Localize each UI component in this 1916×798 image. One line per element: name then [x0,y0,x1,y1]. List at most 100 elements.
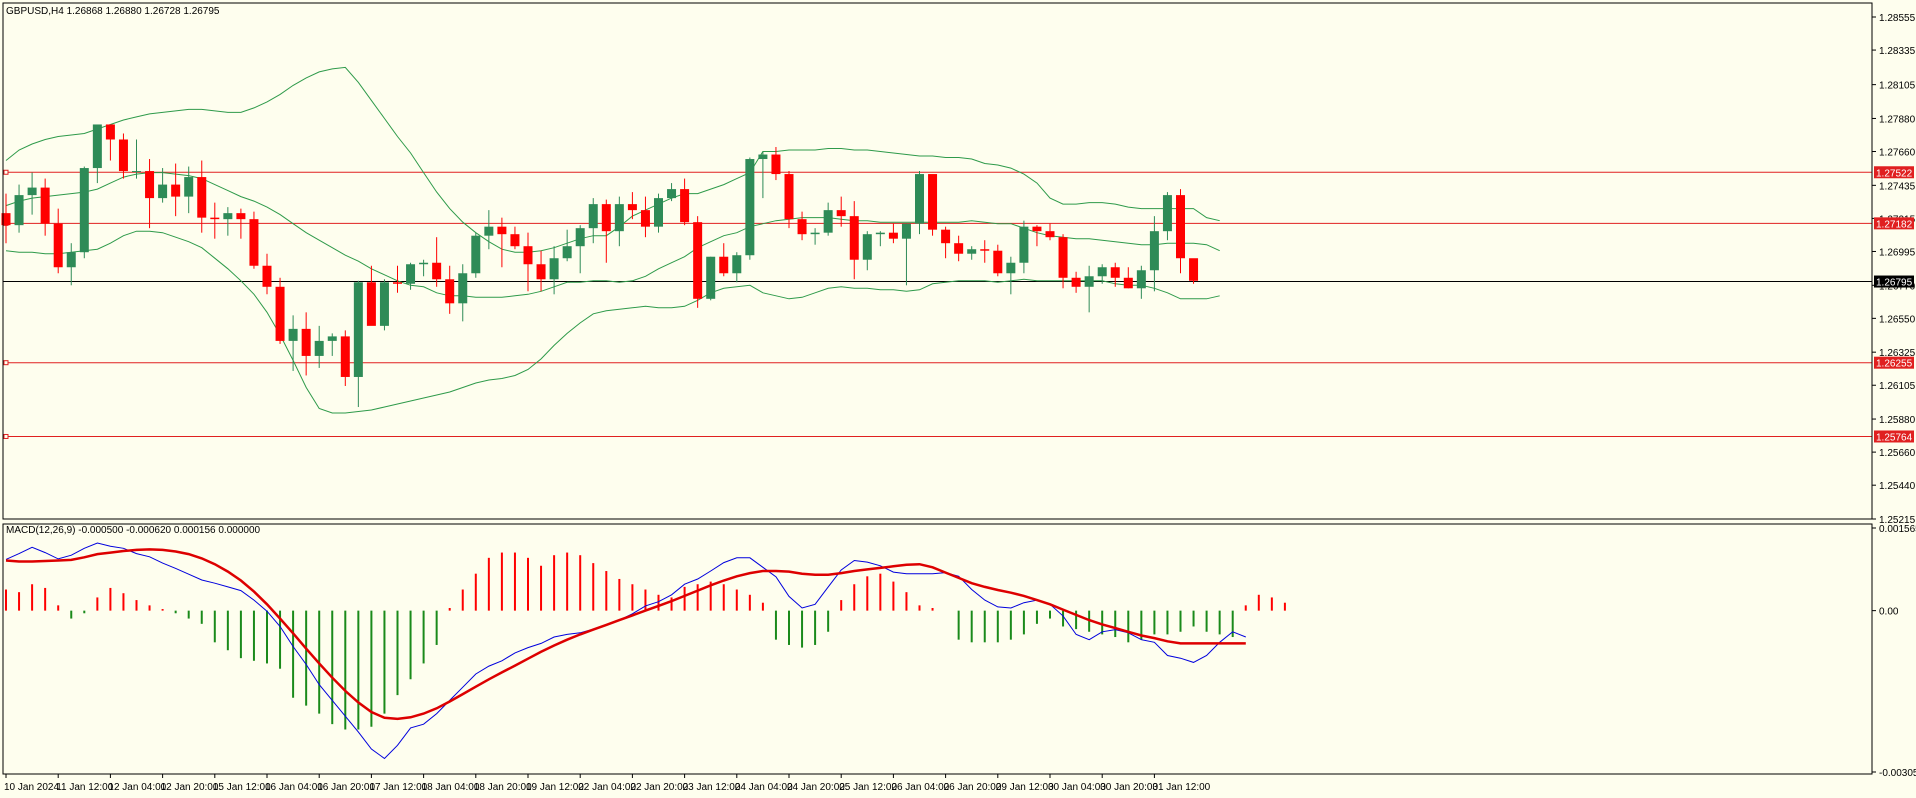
candle[interactable] [79,166,89,259]
candle[interactable] [484,210,494,250]
candle[interactable] [27,172,37,215]
candle[interactable] [340,330,350,386]
candle[interactable] [353,280,363,408]
candle[interactable] [993,244,1003,277]
price-panel[interactable] [1,66,1873,439]
candle[interactable] [458,264,468,322]
candle-body [1071,277,1081,287]
candle[interactable] [954,235,964,262]
candle[interactable] [223,207,233,236]
candle[interactable] [654,193,663,233]
candle[interactable] [771,147,781,181]
macd-panel[interactable] [5,542,1286,760]
candle[interactable] [118,133,128,179]
candle[interactable] [510,226,520,250]
candle[interactable] [614,196,624,247]
candle[interactable] [1058,234,1068,289]
candle[interactable] [158,168,168,203]
candle[interactable] [875,231,885,247]
candle[interactable] [14,184,24,233]
candle[interactable] [249,211,259,269]
candle[interactable] [1032,225,1042,247]
candle[interactable] [627,192,637,220]
candle[interactable] [66,243,76,286]
candle[interactable] [288,315,298,371]
candle[interactable] [601,199,611,263]
candle[interactable] [262,253,272,295]
candle[interactable] [941,226,951,259]
candle[interactable] [53,208,63,274]
candle[interactable] [1045,223,1055,241]
candle[interactable] [171,163,181,217]
candle[interactable] [406,262,416,290]
candle[interactable] [1123,267,1133,289]
candle[interactable] [732,252,742,283]
candle[interactable] [471,232,481,278]
candle[interactable] [719,243,729,277]
candle[interactable] [1149,216,1159,292]
candle[interactable] [575,225,585,274]
candle[interactable] [40,178,50,236]
candle[interactable] [236,208,246,239]
candle[interactable] [536,250,546,292]
candle[interactable] [797,211,807,241]
candle[interactable] [1,193,11,244]
candle[interactable] [706,256,716,301]
candle[interactable] [419,259,429,277]
candle[interactable] [92,124,102,184]
candle[interactable] [327,333,337,356]
candle[interactable] [836,196,846,227]
candle[interactable] [184,166,194,214]
candle[interactable] [888,223,898,244]
candle[interactable] [640,196,650,238]
candle[interactable] [1019,220,1029,274]
candle[interactable] [1176,189,1185,274]
candle[interactable] [132,139,141,179]
candle[interactable] [915,171,924,235]
candle[interactable] [680,178,690,226]
candle[interactable] [445,265,455,314]
candle[interactable] [849,201,859,280]
candle[interactable] [745,157,755,260]
candle[interactable] [1097,264,1107,284]
candle[interactable] [301,312,311,376]
candle[interactable] [1110,262,1120,287]
level-handle[interactable] [3,360,9,366]
candle[interactable] [549,246,559,295]
candle[interactable] [314,325,324,368]
level-handle[interactable] [3,433,9,439]
candle[interactable] [980,240,990,263]
candle[interactable] [432,237,442,287]
candle[interactable] [928,174,938,236]
candle[interactable] [1136,265,1146,299]
candle[interactable] [1162,192,1172,241]
candle[interactable] [523,232,533,292]
candle[interactable] [784,171,794,229]
level-handle[interactable] [3,169,9,175]
candle[interactable] [497,217,507,268]
candle[interactable] [1084,265,1094,313]
candle[interactable] [366,265,376,326]
candle[interactable] [210,202,220,239]
candle[interactable] [667,183,677,202]
candle[interactable] [145,159,155,229]
candle[interactable] [562,229,572,262]
candle[interactable] [1071,271,1081,293]
candle[interactable] [275,277,285,344]
candle[interactable] [693,216,703,308]
candle[interactable] [758,151,768,199]
candle[interactable] [393,265,402,293]
candle[interactable] [588,198,598,244]
candle-body [118,139,128,172]
candle[interactable] [967,246,977,260]
candle[interactable] [901,223,911,286]
candle[interactable] [105,124,115,161]
candle[interactable] [862,231,872,271]
candle[interactable] [823,202,833,236]
candle[interactable] [1189,258,1199,284]
candle[interactable] [810,228,820,245]
candle[interactable] [197,160,207,233]
candle[interactable] [1006,256,1016,295]
candle[interactable] [379,279,389,331]
